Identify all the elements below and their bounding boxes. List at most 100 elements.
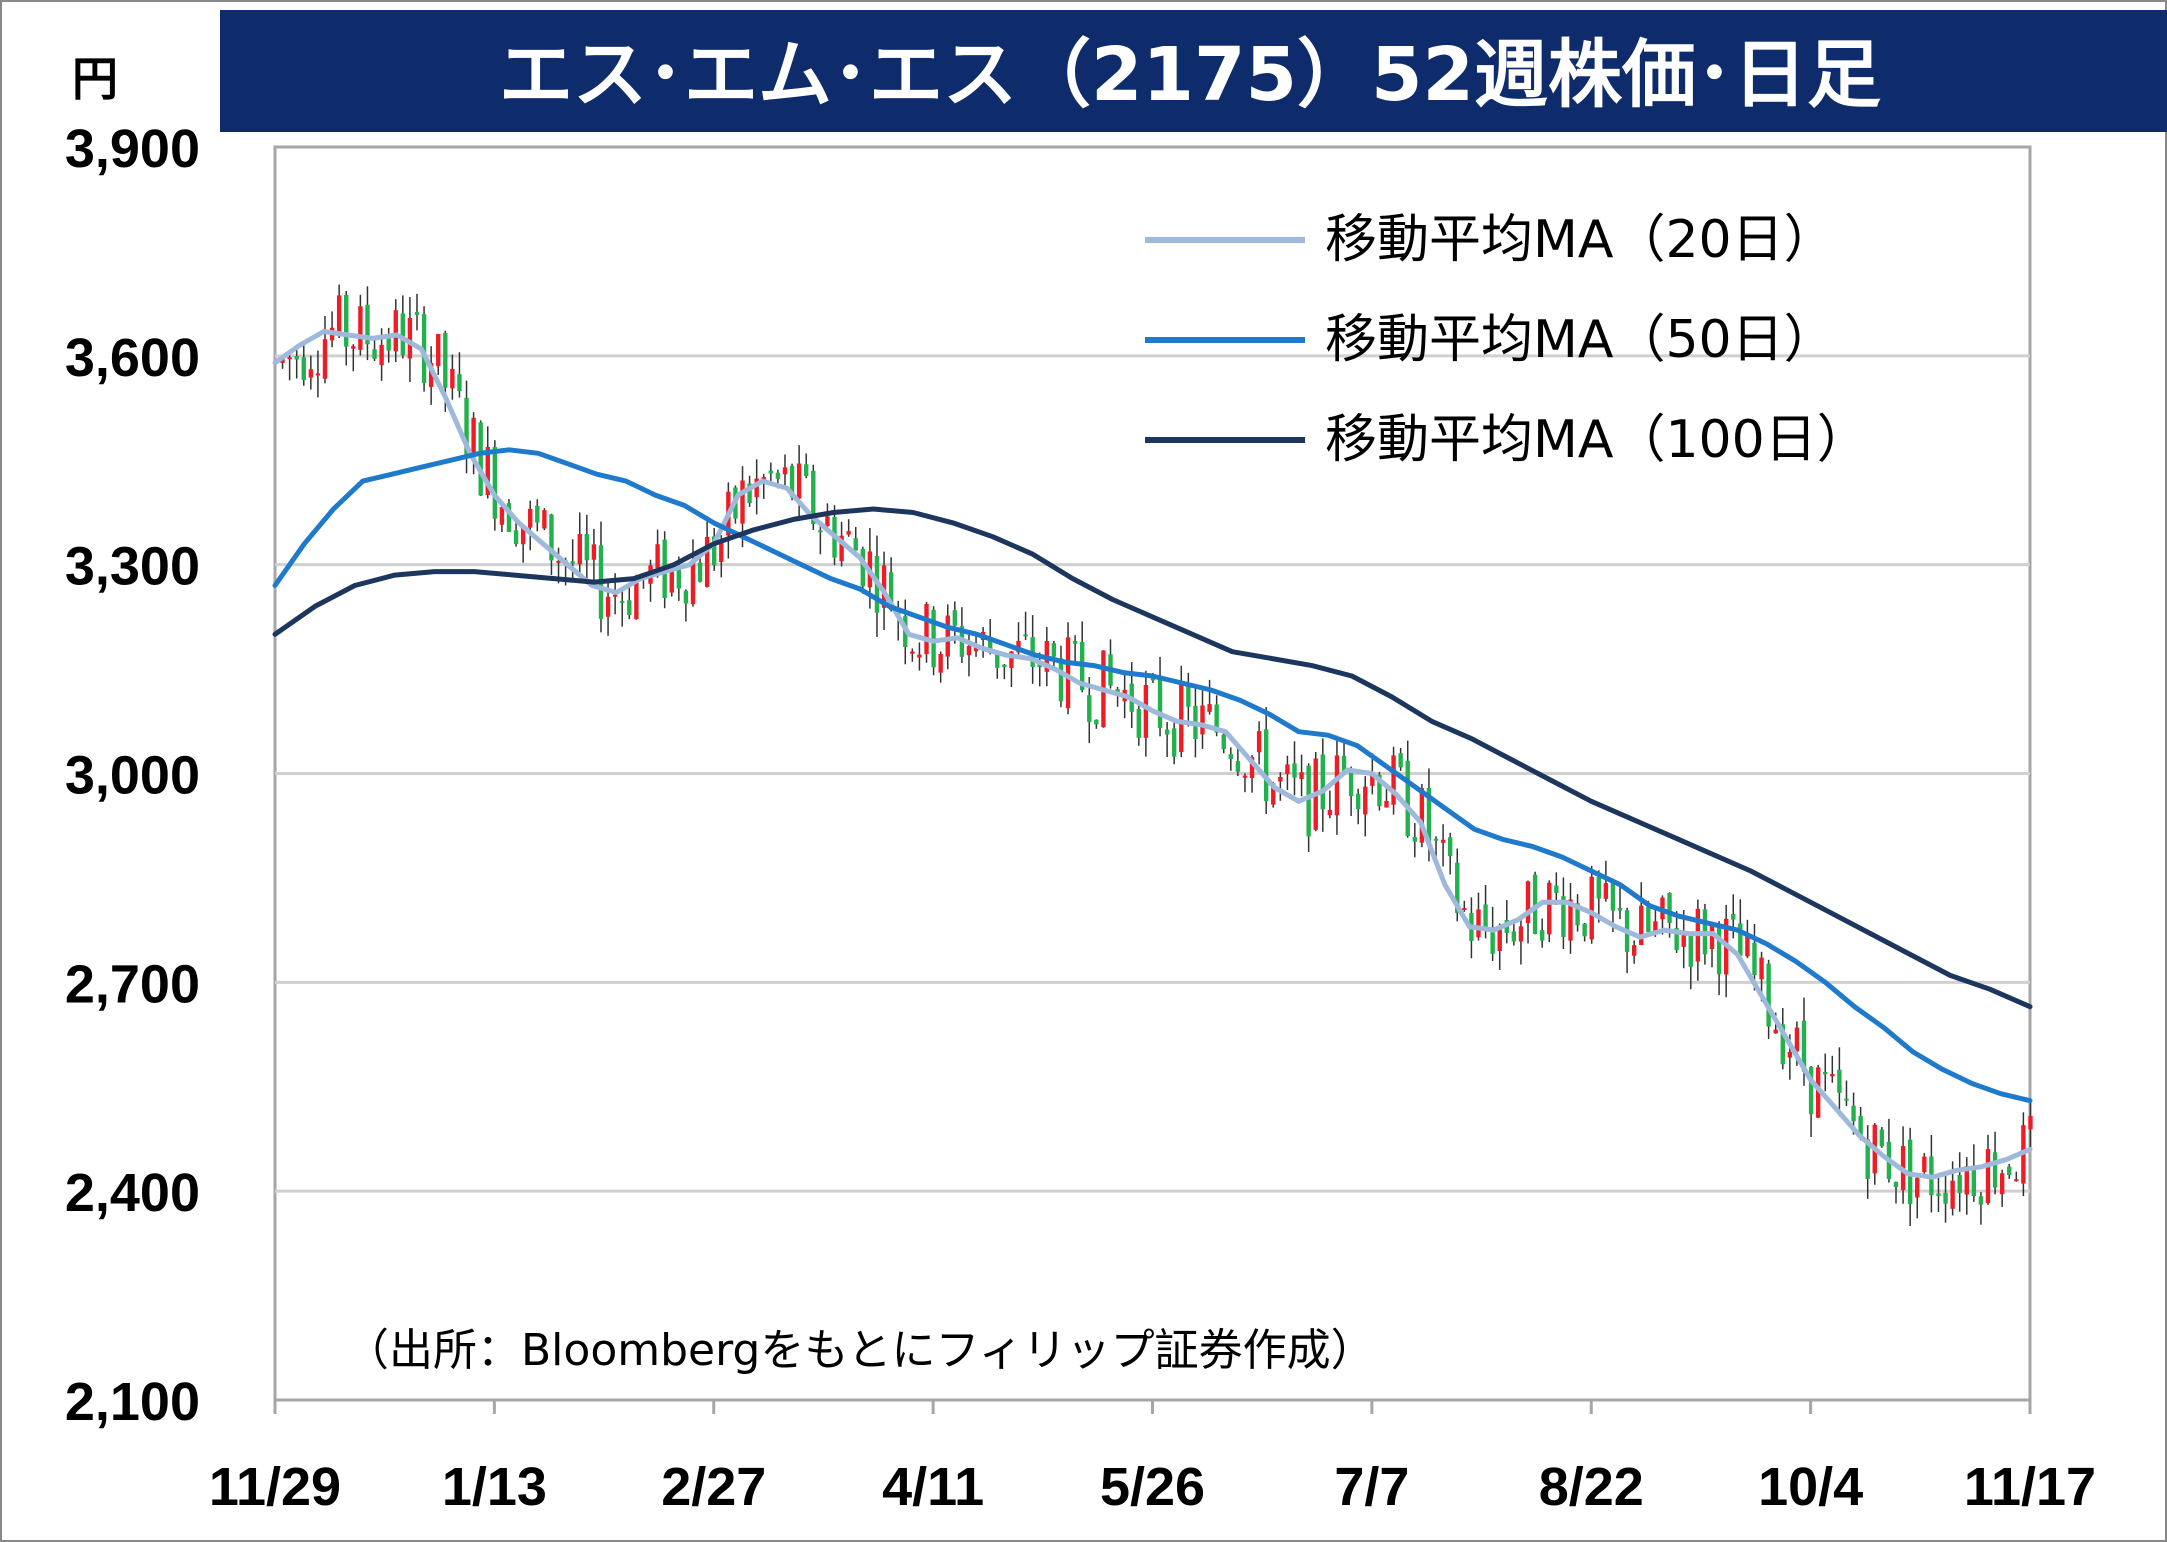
candle-body: [818, 530, 823, 533]
candle-body: [1242, 775, 1248, 778]
candle-body: [1957, 1174, 1962, 1194]
candle-body: [1511, 931, 1517, 942]
candle-body: [1681, 933, 1686, 947]
candle-body: [1455, 862, 1460, 914]
candle-body: [358, 306, 363, 350]
candle-body: [1631, 945, 1637, 956]
candle-body: [1547, 882, 1552, 935]
candle-body: [436, 334, 441, 367]
candle-body: [768, 470, 774, 474]
candle-body: [443, 332, 448, 388]
title-bar: [220, 10, 2167, 132]
candle-body: [1271, 783, 1276, 805]
x-tick-label: 2/27: [661, 1457, 766, 1517]
candle-body: [450, 368, 455, 389]
y-tick-label: 2,400: [65, 1163, 200, 1223]
candle-body: [1964, 1166, 1969, 1195]
candle-body: [1497, 925, 1502, 952]
candle-body: [655, 544, 660, 569]
candle-body: [1228, 754, 1233, 759]
candle-body: [1320, 754, 1325, 810]
x-tick-label: 8/22: [1539, 1457, 1644, 1517]
candle-body: [1815, 1067, 1821, 1118]
candle-body: [1865, 1139, 1870, 1180]
candle-body: [1490, 927, 1495, 954]
candle-body: [612, 594, 618, 597]
candle-body: [1971, 1166, 1977, 1197]
candle-body: [344, 294, 349, 347]
x-tick-label: 11/29: [209, 1457, 341, 1517]
candle-body: [634, 582, 639, 620]
candle-body: [605, 596, 611, 617]
candle-body: [577, 533, 582, 565]
candle-body: [1214, 704, 1219, 733]
candle-body: [1412, 837, 1417, 842]
candle-body: [1738, 923, 1743, 956]
y-tick-label: 3,900: [65, 119, 200, 179]
candle-body: [804, 464, 809, 477]
candle-body: [1221, 734, 1226, 750]
candle-body: [1830, 1074, 1835, 1077]
candle-body: [570, 561, 575, 564]
candle-body: [1426, 787, 1432, 843]
candle-body: [747, 483, 752, 504]
candle-body: [407, 317, 413, 359]
candle-body: [386, 338, 391, 351]
candle-body: [1603, 883, 1609, 899]
candle-body: [1646, 906, 1651, 933]
legend-label: 移動平均MA（50日）: [1325, 310, 1836, 370]
candle-body: [1801, 1020, 1807, 1072]
candle-body: [1837, 1069, 1842, 1093]
candle-body: [1688, 934, 1693, 967]
candle-body: [1136, 708, 1142, 738]
candle-body: [1539, 929, 1545, 941]
candle-body: [1936, 1193, 1941, 1196]
y-tick-label: 3,000: [65, 746, 200, 806]
candle-body: [1256, 731, 1262, 753]
candle-body: [556, 560, 561, 563]
candle-body: [499, 507, 505, 525]
x-tick-label: 4/11: [882, 1457, 984, 1517]
candle-body: [457, 374, 462, 392]
candle-body: [1745, 935, 1750, 957]
candle-body: [1978, 1196, 1984, 1205]
candle-body: [1285, 764, 1290, 775]
candle-body: [1596, 877, 1601, 899]
candle-body: [393, 310, 398, 352]
candle-body: [1058, 658, 1064, 702]
candle-body: [704, 536, 710, 587]
candle-body: [400, 313, 406, 356]
candle-body: [1355, 793, 1361, 810]
candle-body: [1950, 1180, 1955, 1209]
candle-body: [1674, 927, 1679, 951]
candle-body: [478, 422, 483, 496]
candle-body: [294, 355, 299, 360]
candle-body: [1292, 763, 1297, 778]
candle-body: [1915, 1177, 1920, 1198]
candle-body: [712, 536, 717, 566]
ma-line-0: [272, 329, 2033, 1180]
candle-body: [917, 654, 922, 658]
candle-body: [1164, 729, 1170, 735]
candle-body: [1087, 695, 1092, 722]
y-tick-label: 2,100: [65, 1372, 200, 1432]
candle-body: [1207, 704, 1212, 712]
candle-body: [1334, 755, 1340, 816]
candle-body: [782, 467, 788, 475]
candle-body: [287, 357, 292, 360]
candle-body: [336, 295, 342, 333]
candle-body: [421, 314, 427, 383]
candle-body: [1794, 1027, 1800, 1052]
candle-body: [1518, 926, 1524, 942]
candle-body: [1554, 885, 1559, 894]
candle-body: [839, 535, 844, 562]
candle-body: [1447, 837, 1453, 857]
candle-body: [683, 590, 689, 604]
candle-body: [1143, 684, 1149, 738]
candle-body: [620, 600, 625, 603]
chart-title: エス･エム･エス（2175）52週株価･日足: [499, 32, 1881, 118]
candle-body: [1879, 1129, 1885, 1147]
candle-body: [414, 312, 420, 315]
legend-label: 移動平均MA（20日）: [1325, 210, 1836, 270]
